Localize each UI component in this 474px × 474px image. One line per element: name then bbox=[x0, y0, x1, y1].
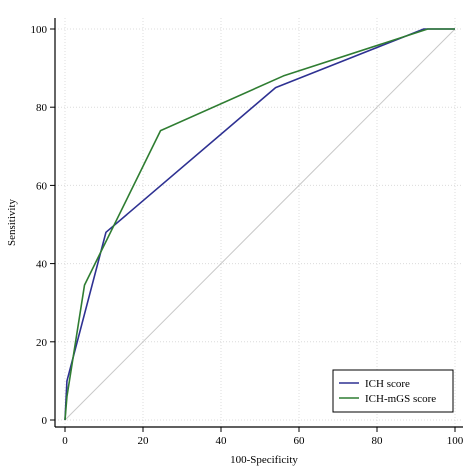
x-tick-label-60: 60 bbox=[294, 435, 306, 447]
legend-label-ich-score: ICH score bbox=[365, 378, 410, 390]
axes bbox=[54, 18, 463, 428]
x-tick-label-0: 0 bbox=[62, 435, 68, 447]
y-tick-label-60: 60 bbox=[36, 180, 48, 192]
legend-label-ich-mgs-score: ICH-mGS score bbox=[365, 393, 436, 405]
y-tick-label-0: 0 bbox=[42, 415, 48, 427]
y-tick-label-20: 20 bbox=[36, 337, 48, 349]
y-axis-title: Sensitivity bbox=[6, 198, 18, 246]
series-layer bbox=[64, 28, 455, 421]
x-tick-label-80: 80 bbox=[372, 435, 384, 447]
x-tick-label-20: 20 bbox=[138, 435, 150, 447]
x-tick-label-40: 40 bbox=[216, 435, 228, 447]
y-tick-label-40: 40 bbox=[36, 259, 48, 271]
legend: ICH score ICH-mGS score bbox=[332, 369, 454, 413]
y-tick-label-80: 80 bbox=[36, 102, 48, 114]
y-tick-label-100: 100 bbox=[31, 24, 48, 36]
x-axis-title: 100-Specificity bbox=[230, 454, 298, 466]
legend-box bbox=[332, 369, 454, 413]
x-tick-label-100: 100 bbox=[447, 435, 464, 447]
y-ticks: 0 20 40 60 80 100 bbox=[31, 24, 55, 427]
series-line-ich-mgs-score bbox=[64, 28, 455, 421]
x-ticks: 0 20 40 60 80 100 bbox=[62, 427, 464, 447]
grid bbox=[55, 18, 463, 427]
reference-diagonal-line bbox=[64, 28, 456, 421]
